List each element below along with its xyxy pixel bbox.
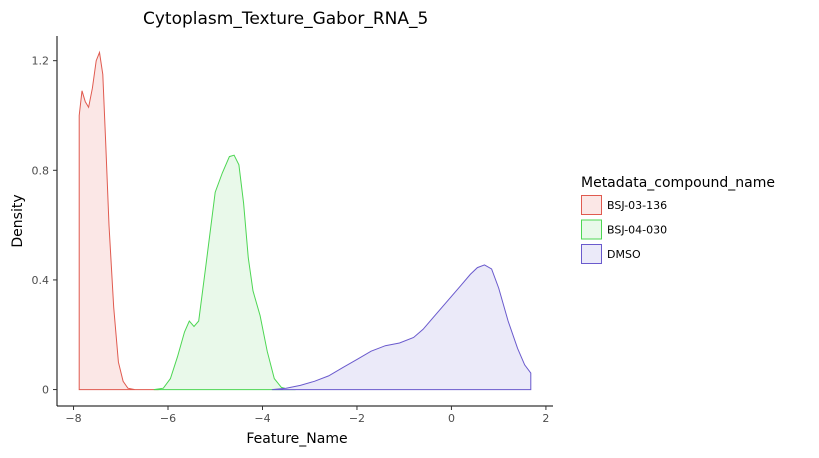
density-area-bsj-03-136	[78, 50, 159, 391]
y-tick-label: 0	[42, 384, 49, 397]
legend-swatch-dmso	[581, 244, 602, 264]
density-area-dmso	[271, 264, 532, 391]
legend: Metadata_compound_name BSJ-03-136 BSJ-04-…	[581, 175, 775, 264]
x-tick-label: −2	[349, 412, 365, 425]
x-tick-label: 0	[448, 412, 455, 425]
legend-swatch-bsj-03-136	[581, 195, 602, 215]
x-tick-label: 2	[542, 412, 549, 425]
x-axis-title: Feature_Name	[246, 431, 347, 447]
x-tick-label: −4	[254, 412, 270, 425]
density-area-bsj-04-030	[153, 154, 296, 391]
y-tick-label: 0.8	[32, 164, 50, 177]
x-axis-ticks: −8 −6 −4 −2 0 2	[65, 406, 549, 425]
legend-label: DMSO	[607, 248, 641, 261]
x-tick-label: −8	[65, 412, 81, 425]
chart-title: Cytoplasm_Texture_Gabor_RNA_5	[143, 9, 428, 29]
x-tick-label: −6	[160, 412, 176, 425]
y-axis-ticks: 0 0.4 0.8 1.2	[32, 55, 57, 397]
y-tick-label: 0.4	[32, 274, 50, 287]
legend-items: BSJ-03-136 BSJ-04-030 DMSO	[581, 195, 667, 264]
legend-label: BSJ-03-136	[607, 199, 667, 212]
y-axis-title: Density	[10, 194, 26, 247]
legend-title: Metadata_compound_name	[581, 175, 775, 191]
legend-label: BSJ-04-030	[607, 224, 667, 237]
y-tick-label: 1.2	[32, 55, 50, 68]
legend-swatch-bsj-04-030	[581, 219, 602, 240]
plot-area	[78, 50, 532, 391]
